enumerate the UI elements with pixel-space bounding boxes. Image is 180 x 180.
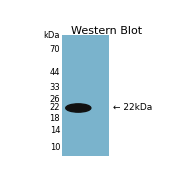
Text: ← 22kDa: ← 22kDa: [113, 103, 152, 112]
Text: 70: 70: [50, 45, 60, 54]
Bar: [62, 35, 109, 156]
Text: kDa: kDa: [44, 31, 60, 40]
Text: 14: 14: [50, 126, 60, 135]
Text: 22: 22: [50, 103, 60, 112]
Text: 33: 33: [50, 83, 60, 92]
Ellipse shape: [66, 104, 91, 112]
Text: 44: 44: [50, 68, 60, 77]
Text: 26: 26: [50, 95, 60, 104]
Text: 10: 10: [50, 143, 60, 152]
Text: Western Blot: Western Blot: [71, 26, 142, 36]
Text: 18: 18: [50, 114, 60, 123]
